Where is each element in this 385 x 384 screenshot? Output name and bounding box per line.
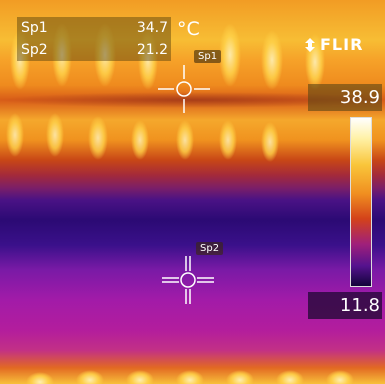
spot-1-value: 34.7 xyxy=(136,20,168,36)
spot-1-tag: Sp1 xyxy=(194,50,222,63)
spot-readout-panel: Sp1 34.7 Sp2 21.2 xyxy=(17,17,171,61)
color-scale-bar xyxy=(350,117,372,287)
spot-2-value: 21.2 xyxy=(136,42,168,58)
scale-max-value: 38.9 xyxy=(308,84,382,111)
spot-readout-row-2: Sp2 21.2 xyxy=(17,39,171,61)
flir-logo-text: FLIR xyxy=(320,35,364,54)
flir-logo: FLIR xyxy=(303,35,363,54)
spot-readout-row-1: Sp1 34.7 xyxy=(17,17,171,39)
spot-2-label: Sp2 xyxy=(21,42,48,58)
temperature-unit: °C xyxy=(177,18,200,40)
spot-1-crosshair-icon xyxy=(158,65,210,113)
spot-2-crosshair-icon xyxy=(162,256,214,304)
flir-logo-icon xyxy=(305,37,315,52)
spot-1-label: Sp1 xyxy=(21,20,48,36)
scale-min-value: 11.8 xyxy=(308,292,382,319)
spot-2-tag: Sp2 xyxy=(196,242,224,255)
